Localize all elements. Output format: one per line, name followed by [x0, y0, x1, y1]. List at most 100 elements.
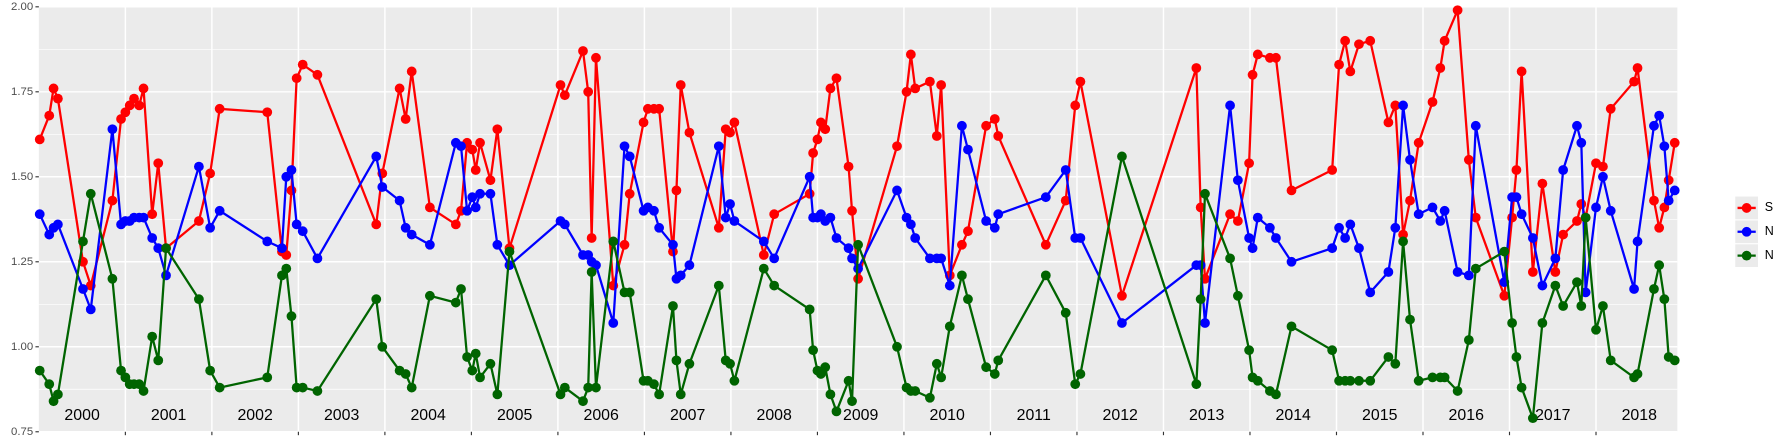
point	[654, 222, 665, 233]
point	[161, 243, 171, 254]
point	[892, 141, 902, 152]
point	[1340, 35, 1351, 46]
point	[1511, 352, 1522, 362]
point	[1075, 233, 1086, 243]
point	[214, 205, 225, 216]
point	[1649, 284, 1659, 294]
point	[1225, 253, 1235, 264]
point	[1572, 120, 1582, 131]
point	[371, 294, 382, 305]
point	[1040, 270, 1051, 281]
point	[1463, 154, 1474, 165]
point	[1405, 195, 1415, 206]
year-label: 2010	[930, 407, 966, 424]
point	[1439, 372, 1450, 383]
point	[147, 331, 158, 342]
point	[394, 83, 405, 94]
point	[831, 406, 842, 417]
point	[1340, 233, 1351, 243]
year-label: 2008	[757, 407, 793, 424]
point	[649, 205, 659, 216]
point	[1117, 290, 1127, 301]
point	[1413, 375, 1424, 386]
legend-label: NDVI	[1765, 224, 1773, 238]
point	[1598, 171, 1608, 182]
point	[905, 219, 916, 230]
point	[963, 294, 973, 305]
y-tick-label: 2.00	[11, 1, 33, 13]
point	[297, 226, 308, 237]
point	[675, 270, 686, 281]
year-label: 2009	[843, 407, 879, 424]
point	[450, 297, 461, 308]
point	[1060, 307, 1071, 318]
point	[804, 188, 815, 199]
point	[713, 280, 724, 291]
point	[1427, 202, 1438, 213]
point	[831, 73, 842, 84]
point	[470, 202, 481, 213]
point	[619, 141, 630, 152]
point	[649, 379, 659, 390]
point	[1558, 229, 1569, 240]
point	[1507, 212, 1517, 223]
point	[456, 284, 466, 294]
point	[769, 280, 780, 291]
point	[981, 120, 992, 131]
point	[277, 243, 287, 254]
point	[297, 382, 308, 393]
y-tick-label: 1.50	[11, 171, 33, 183]
point	[847, 253, 857, 264]
point	[1663, 195, 1674, 206]
point	[1516, 209, 1527, 220]
point	[758, 250, 769, 260]
point	[957, 270, 967, 281]
point	[989, 369, 1000, 379]
point	[312, 253, 323, 264]
point	[286, 165, 297, 175]
point	[619, 239, 630, 250]
point	[624, 151, 635, 162]
point	[1499, 290, 1510, 301]
point	[1383, 117, 1394, 128]
point	[586, 267, 597, 277]
point	[1244, 345, 1254, 356]
point	[1659, 141, 1670, 152]
point	[1286, 185, 1297, 196]
point	[492, 239, 503, 250]
point	[1244, 158, 1254, 169]
point	[1537, 178, 1548, 189]
point	[559, 219, 570, 230]
point	[485, 175, 496, 186]
point	[1527, 267, 1538, 277]
point	[1413, 209, 1424, 220]
point	[1070, 100, 1081, 111]
point	[281, 263, 292, 274]
point	[1232, 216, 1243, 226]
point	[853, 239, 863, 250]
point	[668, 301, 678, 311]
point	[1247, 243, 1258, 254]
point	[1629, 284, 1639, 294]
point	[161, 270, 171, 281]
point	[910, 83, 921, 94]
point	[1390, 358, 1401, 369]
point	[608, 318, 619, 328]
point	[820, 124, 831, 135]
point	[85, 304, 96, 315]
point	[668, 239, 678, 250]
point	[394, 195, 405, 206]
point	[1390, 222, 1401, 233]
point	[205, 365, 216, 376]
point	[675, 389, 686, 400]
point	[1537, 318, 1548, 328]
point	[34, 209, 45, 220]
point	[147, 233, 158, 243]
point	[729, 375, 740, 386]
point	[1398, 100, 1408, 111]
point	[925, 253, 935, 264]
point	[989, 114, 1000, 124]
point	[153, 355, 164, 366]
point	[485, 358, 496, 369]
point	[1632, 63, 1643, 73]
